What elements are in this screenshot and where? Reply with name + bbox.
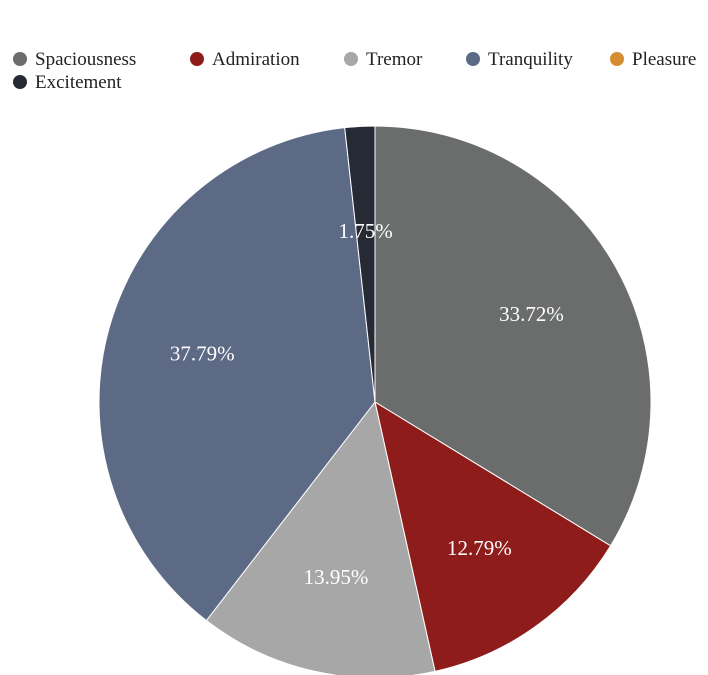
legend-marker-tremor [344,52,358,66]
slice-label-tremor: 13.95% [304,565,369,589]
legend-label-excitement: Excitement [35,72,122,93]
legend-item-pleasure[interactable]: Pleasure [610,49,696,70]
legend-item-tranquility[interactable]: Tranquility [466,49,573,70]
slice-labels: 33.72% 12.79% 13.95% 37.79% 1.75% [170,219,564,589]
legend-marker-pleasure [610,52,624,66]
slice-label-tranquility: 37.79% [170,342,235,366]
legend-label-tremor: Tremor [366,49,423,70]
legend-label-pleasure: Pleasure [632,49,696,70]
pie-slices [98,125,652,675]
slice-label-admiration: 12.79% [447,536,512,560]
legend-label-spaciousness: Spaciousness [35,49,136,70]
legend-label-tranquility: Tranquility [488,49,573,70]
legend-marker-spaciousness [13,52,27,66]
legend-item-tremor[interactable]: Tremor [344,49,423,70]
legend-item-excitement[interactable]: Excitement [13,72,122,93]
legend-item-admiration[interactable]: Admiration [190,49,300,70]
legend-marker-excitement [13,75,27,89]
slice-label-excitement: 1.75% [338,219,392,243]
pie-slice-excitement[interactable] [344,125,376,403]
pie-slice-tranquility[interactable] [98,127,376,622]
legend: Spaciousness Admiration Tremor Tranquility P… [13,49,696,93]
pie-slice-admiration[interactable] [374,400,612,672]
legend-item-spaciousness[interactable]: Spaciousness [13,49,136,70]
pie-slice-spaciousness[interactable] [374,125,652,547]
slice-label-spaciousness: 33.72% [499,302,564,326]
pie-slice-tremor[interactable] [205,400,436,675]
legend-label-admiration: Admiration [212,49,300,70]
legend-marker-admiration [190,52,204,66]
legend-marker-tranquility [466,52,480,66]
